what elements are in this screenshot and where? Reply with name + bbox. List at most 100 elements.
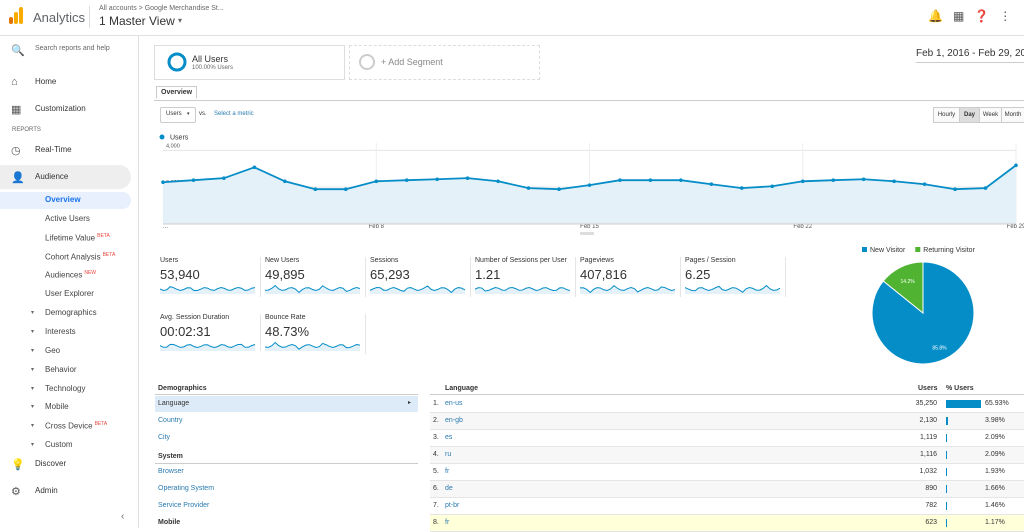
demographics-link[interactable]: Operating System: [158, 485, 215, 492]
users: 782: [925, 502, 937, 509]
sparkline: [265, 341, 360, 351]
demographics-link[interactable]: Language: [158, 400, 190, 407]
pct-label: 65.93%: [985, 400, 1009, 407]
pie-label: 85.8%: [932, 346, 947, 352]
point: [892, 179, 896, 184]
nav-item[interactable]: Active Users: [45, 213, 90, 223]
date-range[interactable]: Feb 1, 2016 - Feb 29, 2016: [916, 48, 1024, 63]
nav-audience[interactable]: Audience: [35, 172, 69, 181]
legend-label: New Visitor: [870, 247, 906, 254]
table-header: Language: [445, 385, 479, 392]
period-button[interactable]: Month: [1001, 107, 1024, 123]
demographics-link[interactable]: City: [158, 434, 171, 441]
period-button[interactable]: Day: [959, 107, 980, 123]
table-row: [430, 396, 1024, 413]
users: 1,116: [920, 451, 937, 458]
nav-item[interactable]: Geo: [45, 345, 61, 355]
nav-item[interactable]: Demographics: [45, 308, 97, 318]
nav-item[interactable]: Cohort Analysis BETA: [45, 251, 116, 262]
point: [983, 186, 988, 190]
nav-admin[interactable]: Admin: [35, 486, 58, 495]
language[interactable]: en-gb: [445, 417, 463, 424]
nav-item[interactable]: Overview: [45, 195, 81, 204]
header-icons[interactable]: 🔔▦❓⋮: [928, 9, 1022, 23]
metric-divider: [680, 257, 681, 297]
sidebar: [0, 36, 139, 528]
select-metric[interactable]: Select a metric: [214, 111, 254, 117]
nav-item[interactable]: Technology: [45, 383, 86, 393]
pct-bar: [946, 434, 948, 442]
period-button[interactable]: Hourly: [933, 107, 960, 123]
period-button[interactable]: Week: [979, 107, 1002, 123]
nav-item[interactable]: Behavior: [45, 364, 77, 374]
segment-box[interactable]: [154, 45, 345, 80]
metric-label: Bounce Rate: [265, 314, 306, 321]
nav-item[interactable]: Custom: [45, 440, 73, 450]
nav-item[interactable]: Cross Device BETA: [45, 421, 108, 431]
pct-bar: [946, 400, 981, 408]
table-row: [430, 498, 1024, 515]
section-title: Mobile: [158, 519, 181, 526]
users: 35,250: [915, 400, 937, 407]
metric-dropdown[interactable]: Users ▾: [160, 107, 196, 123]
sparkline: [685, 284, 780, 294]
overview-highlight: [0, 192, 131, 209]
sparkline: [160, 343, 255, 351]
demographics-link[interactable]: Service Provider: [158, 502, 210, 509]
nav-icon: ▦: [11, 104, 22, 116]
nav-home[interactable]: Home: [35, 77, 57, 86]
divider: [155, 463, 418, 464]
language[interactable]: ru: [445, 451, 452, 458]
pct-label: 1.93%: [985, 468, 1005, 475]
demographics-link[interactable]: Country: [158, 417, 183, 424]
top-bar: [0, 0, 1024, 36]
language[interactable]: fr: [445, 468, 450, 475]
pct-bar: [946, 519, 947, 527]
nav-item[interactable]: User Explorer: [45, 289, 94, 299]
legend-label: Returning Visitor: [923, 247, 975, 254]
language[interactable]: en-us: [445, 400, 463, 407]
logo: [9, 7, 23, 24]
language[interactable]: pt-br: [445, 502, 460, 509]
nav-item[interactable]: Mobile: [45, 402, 69, 412]
tab[interactable]: Overview: [156, 86, 198, 99]
nav-caret: ▾: [31, 366, 35, 373]
nav-icon: ◷: [11, 145, 21, 157]
legend-swatch: [862, 247, 867, 252]
language[interactable]: fr: [445, 519, 450, 526]
breadcrumb[interactable]: All accounts > Google Merchandise St...: [99, 5, 224, 12]
nav-item[interactable]: Lifetime Value BETA: [45, 232, 110, 243]
add-segment-box[interactable]: [349, 45, 540, 80]
language[interactable]: de: [445, 485, 453, 492]
nav-discover[interactable]: Discover: [35, 459, 67, 468]
nav-search[interactable]: Search reports and help: [35, 45, 110, 52]
add-segment[interactable]: + Add Segment: [381, 57, 443, 67]
nav-item[interactable]: Interests: [45, 326, 76, 336]
nav-realtime[interactable]: Real-Time: [35, 145, 72, 154]
collapse[interactable]: ‹: [121, 511, 125, 522]
pct-bar: [946, 502, 947, 510]
segment-name: All Users: [192, 54, 229, 64]
metric-divider: [365, 314, 366, 354]
metric-divider: [260, 314, 261, 351]
badge: BETA: [94, 421, 108, 428]
nav-caret: ▾: [31, 423, 35, 430]
table-row: [430, 430, 1024, 447]
demographics-link[interactable]: Browser: [158, 468, 184, 475]
users: 623: [925, 519, 937, 526]
language[interactable]: es: [445, 434, 453, 441]
metric-label: Users: [160, 257, 179, 264]
metric-label: Number of Sessions per User: [475, 257, 567, 264]
point: [222, 176, 226, 180]
point: [465, 176, 470, 180]
metric-label: New Users: [265, 257, 300, 264]
nav-icon: 💡: [11, 459, 25, 471]
point: [679, 178, 683, 182]
nav-item[interactable]: Audiences NEW: [45, 270, 97, 281]
view-caret: ▾: [178, 16, 183, 25]
sparkline: [265, 284, 360, 294]
view-selector[interactable]: 1 Master View: [99, 14, 175, 28]
area: [163, 165, 1016, 224]
nav-customization[interactable]: Customization: [35, 104, 86, 113]
point: [800, 179, 805, 184]
